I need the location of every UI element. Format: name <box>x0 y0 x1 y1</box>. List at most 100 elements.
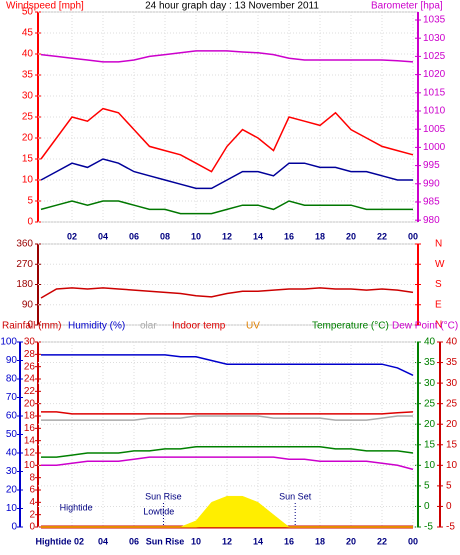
x-tick-label: 16 <box>284 536 294 546</box>
legend-label: UV <box>246 321 260 332</box>
y-tick-label: 995 <box>423 160 440 171</box>
y-tick-label: 2 <box>29 509 35 520</box>
y-tick-label: 60 <box>6 411 18 422</box>
y-tick-label: 20 <box>22 133 34 144</box>
x-tick-label: 06 <box>129 536 139 546</box>
y-tick-label: 50 <box>22 7 34 18</box>
y-tick-label: 360 <box>16 239 33 250</box>
y-tick-label: 35 <box>424 357 436 368</box>
x-tick-label: Hightide 02 <box>35 536 84 546</box>
x-tick-label: 22 <box>377 231 387 241</box>
y-tick-label: E <box>435 299 442 310</box>
y-tick-label: 4 <box>29 497 35 508</box>
y-tick-label: 40 <box>22 49 34 60</box>
y-tick-label: 50 <box>6 429 18 440</box>
y-tick-label: 20 <box>424 419 436 430</box>
y-tick-label: 0 <box>27 320 33 331</box>
y-tick-label: 1030 <box>423 33 446 44</box>
y-axis-title: Windspeed [mph] <box>6 1 84 12</box>
y-tick-label: 990 <box>423 178 440 189</box>
y-tick-label: 1000 <box>423 142 446 153</box>
y-tick-label: 30 <box>22 91 34 102</box>
x-tick-label: 04 <box>98 536 108 546</box>
y2-axis-title: Barometer [hpa] <box>371 1 443 12</box>
x-tick-label: 00 <box>408 536 418 546</box>
legend-label: Indoor temp <box>172 321 226 332</box>
y-tick-label: 40 <box>446 337 458 348</box>
y-tick-label: 18 <box>24 411 36 422</box>
y-tick-label: S <box>435 279 442 290</box>
legend-label: Humidity (%) <box>68 321 125 332</box>
y-tick-label: 35 <box>446 357 458 368</box>
legend-label: olar <box>140 321 157 332</box>
annotation: Sun Set <box>279 491 312 501</box>
y-tick-label: 25 <box>424 398 436 409</box>
series-line <box>41 456 414 471</box>
y-tick-label: 70 <box>6 392 18 403</box>
x-tick-label: 18 <box>315 231 325 241</box>
y-tick-label: 6 <box>29 485 35 496</box>
y-tick-label: 90 <box>22 299 34 310</box>
y-tick-label: 45 <box>22 28 34 39</box>
series-line <box>40 200 413 215</box>
y-tick-label: 985 <box>423 197 440 208</box>
x-tick-label: 02 <box>67 231 77 241</box>
y-tick-label: 35 <box>22 70 34 81</box>
legend-label: Temperature (°C) <box>312 321 389 332</box>
y-tick-label: 0 <box>27 217 33 228</box>
y-tick-label: 22 <box>24 386 36 397</box>
annotation: Lowtide <box>143 506 174 516</box>
x-tick-label: 20 <box>346 231 356 241</box>
series-line <box>41 446 414 458</box>
x-tick-label: 08 <box>160 231 170 241</box>
y-tick-label: 8 <box>29 472 35 483</box>
y-tick-label: 16 <box>24 423 36 434</box>
y-tick-label: 1010 <box>423 106 446 117</box>
x-tick-label: 12 <box>222 536 232 546</box>
legend-label: Rainfall (mm) <box>2 321 61 332</box>
series-line <box>40 287 414 299</box>
x-tick-label: 00 <box>408 231 418 241</box>
y-tick-label: 5 <box>424 481 430 492</box>
y-tick-label: 1005 <box>423 124 446 135</box>
y-tick-label: N <box>435 320 442 331</box>
y-tick-label: 30 <box>6 466 18 477</box>
y-tick-label: 20 <box>6 485 18 496</box>
y-tick-label: 15 <box>424 439 436 450</box>
x-tick-label: 18 <box>315 536 325 546</box>
y-tick-label: 5 <box>446 481 452 492</box>
x-tick-label: 04 <box>98 231 108 241</box>
series-line <box>40 158 413 190</box>
y-tick-label: -5 <box>446 522 455 533</box>
y-tick-label: 14 <box>24 435 36 446</box>
y-tick-label: 0 <box>11 522 17 533</box>
y-tick-label: 40 <box>6 448 18 459</box>
y-tick-label: 15 <box>22 154 34 165</box>
y-tick-label: 30 <box>24 337 36 348</box>
y-tick-label: 30 <box>446 378 458 389</box>
y-tick-label: 0 <box>424 501 430 512</box>
y-tick-label: 1035 <box>423 15 446 26</box>
x-tick-label: 12 <box>222 231 232 241</box>
y-tick-label: 26 <box>24 361 36 372</box>
x-tick-label: 06 <box>129 231 139 241</box>
y-tick-label: 100 <box>0 337 17 348</box>
y-tick-label: 10 <box>6 503 18 514</box>
y-tick-label: 25 <box>22 112 34 123</box>
series-line <box>41 415 413 421</box>
y-tick-label: 90 <box>6 355 18 366</box>
x-tick-label: 20 <box>346 536 356 546</box>
y-tick-label: 25 <box>446 398 458 409</box>
y-tick-label: 10 <box>22 175 34 186</box>
y-tick-label: 980 <box>423 215 440 226</box>
y-tick-label: 28 <box>24 349 36 360</box>
y-tick-label: N <box>435 239 442 250</box>
y-tick-label: 10 <box>24 460 36 471</box>
x-tick-label: 10 <box>191 536 201 546</box>
y-tick-label: 15 <box>446 439 458 450</box>
y-tick-label: 20 <box>446 419 458 430</box>
x-tick-label: 14 <box>253 536 263 546</box>
y-tick-label: 24 <box>24 374 36 385</box>
chart-title: 24 hour graph day : 13 November 2011 <box>145 1 319 12</box>
